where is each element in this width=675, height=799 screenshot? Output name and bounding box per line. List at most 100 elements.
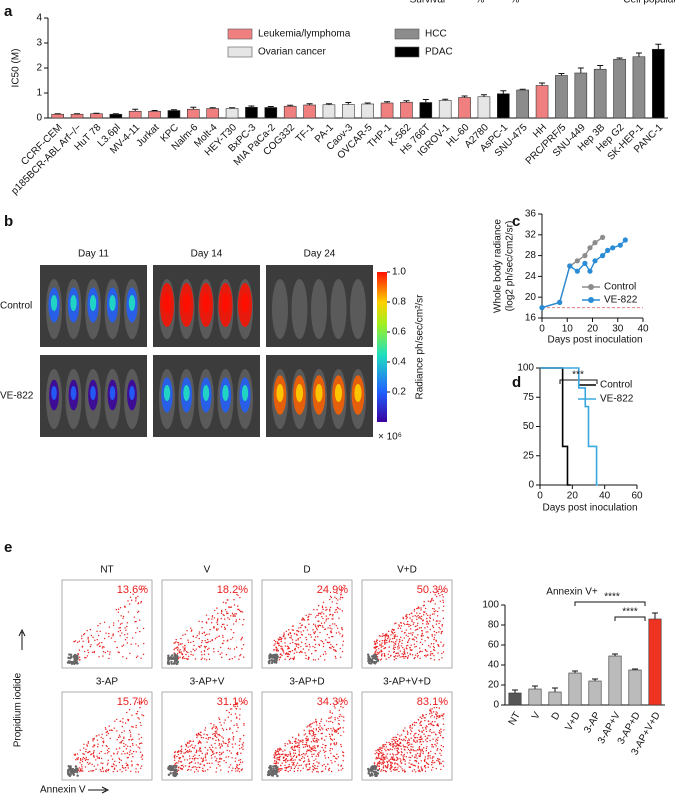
plot-percent: 34.3% [317, 696, 348, 708]
event-dot [238, 760, 239, 761]
event-dot [207, 763, 208, 764]
event-dot [439, 753, 440, 754]
event-dot [314, 633, 315, 634]
event-dot [89, 762, 90, 763]
event-dot [126, 626, 127, 627]
event-dot [186, 630, 187, 631]
plot-percent: 50.3% [417, 584, 448, 596]
event-dot [235, 761, 236, 762]
event-dot [79, 762, 80, 763]
event-dot [87, 745, 88, 746]
event-dot [197, 770, 198, 771]
legend-label: HCC [425, 29, 447, 40]
event-dot [341, 769, 342, 770]
event-dot [305, 658, 306, 659]
event-dot [426, 750, 427, 751]
event-dot [327, 627, 328, 628]
event-dot [379, 766, 380, 767]
event-dot [440, 735, 441, 736]
event-dot [300, 637, 301, 638]
event-dot [227, 750, 228, 751]
event-dot [387, 638, 388, 639]
event-dot [126, 658, 127, 659]
event-dot [215, 731, 216, 732]
event-dot [86, 757, 87, 758]
event-dot [123, 616, 124, 617]
chart-title: Annexin V+ [546, 587, 598, 598]
plot-percent: 18.2% [217, 584, 248, 596]
event-dot [234, 613, 235, 614]
event-dot [174, 653, 176, 655]
event-dot [417, 656, 418, 657]
event-dot [118, 631, 119, 632]
event-dot [216, 758, 217, 759]
event-dot [441, 631, 442, 632]
event-dot [421, 750, 422, 751]
event-dot [430, 751, 431, 752]
signal [129, 386, 135, 400]
event-dot [191, 744, 192, 745]
event-dot [411, 727, 412, 728]
event-dot [143, 654, 144, 655]
event-dot [325, 766, 326, 767]
event-dot [415, 626, 416, 627]
event-dot [212, 616, 213, 617]
event-dot [425, 756, 426, 757]
event-dot [92, 770, 93, 771]
event-dot [198, 733, 199, 734]
event-dot [414, 610, 415, 611]
event-dot [216, 622, 217, 623]
bar [652, 49, 664, 118]
legend-label: Leukemia/lymphoma [258, 29, 351, 40]
event-dot [381, 762, 382, 763]
event-dot [236, 717, 237, 718]
event-dot [205, 727, 206, 728]
event-dot [294, 653, 295, 654]
event-dot [316, 738, 317, 739]
event-dot [291, 637, 292, 638]
event-dot [284, 749, 285, 750]
event-dot [219, 761, 220, 762]
event-dot [179, 652, 180, 653]
event-dot [135, 643, 136, 644]
event-dot [329, 734, 330, 735]
event-dot [419, 746, 420, 747]
event-dot [82, 759, 83, 760]
event-dot [332, 623, 333, 624]
event-dot [315, 624, 316, 625]
event-dot [439, 763, 440, 764]
event-dot [174, 756, 175, 757]
event-dot [342, 610, 343, 611]
event-dot [298, 749, 299, 750]
event-dot [412, 634, 413, 635]
event-dot [422, 753, 423, 754]
event-dot [274, 756, 275, 757]
event-dot [131, 761, 132, 762]
event-dot [289, 659, 290, 660]
event-dot [415, 750, 416, 751]
event-dot [393, 645, 394, 646]
event-dot [410, 654, 411, 655]
event-dot [399, 639, 400, 640]
event-dot [387, 749, 388, 750]
event-dot [87, 655, 88, 656]
x-tick-label: V [530, 710, 543, 722]
event-dot [201, 659, 202, 660]
event-dot [194, 747, 195, 748]
event-dot [105, 652, 106, 653]
x-tick-label: V+D [563, 710, 582, 733]
event-dot [219, 758, 220, 759]
event-dot [213, 753, 214, 754]
event-dot [388, 761, 389, 762]
event-dot [134, 621, 135, 622]
event-dot [135, 771, 136, 772]
event-dot [197, 735, 198, 736]
event-dot [337, 611, 338, 612]
event-dot [319, 625, 320, 626]
event-dot [401, 643, 402, 644]
event-dot [376, 752, 377, 753]
event-dot [433, 627, 434, 628]
event-dot [395, 622, 396, 623]
data-point [618, 243, 623, 248]
event-dot [178, 767, 179, 768]
